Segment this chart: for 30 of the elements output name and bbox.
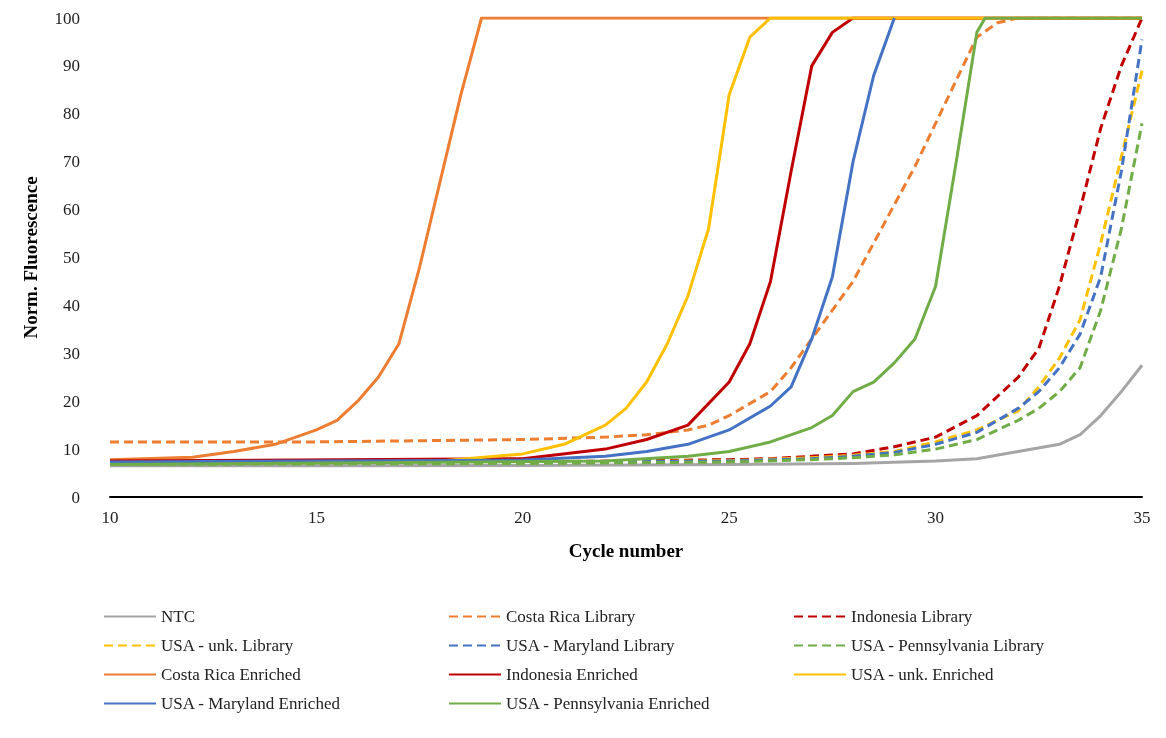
legend-label: USA - Maryland Library (506, 636, 676, 655)
y-tick-label: 60 (63, 200, 80, 220)
legend-label: Costa Rica Library (506, 607, 636, 626)
x-tick-label: 25 (720, 508, 738, 527)
x-tick-label: 10 (101, 508, 119, 527)
x-tick-label: 35 (1133, 508, 1151, 527)
x-tick-label: 15 (307, 508, 325, 527)
y-tick-label: 0 (71, 487, 80, 507)
y-tick-label: 40 (63, 295, 80, 315)
y-tick-label: 50 (63, 248, 80, 267)
y-tick-label: 10 (63, 439, 80, 459)
y-tick-label: 100 (54, 8, 80, 28)
y-tick-label: 70 (63, 152, 80, 172)
legend-label: USA - Maryland Enriched (161, 694, 341, 713)
y-tick-label: 90 (63, 56, 80, 76)
x-tick-label: 30 (927, 508, 945, 527)
legend-label: USA - unk. Enriched (851, 665, 995, 684)
y-tick-label: 80 (63, 104, 80, 124)
y-tick-label: 20 (63, 391, 80, 411)
legend-label: USA - Pennsylvania Library (851, 636, 1045, 655)
y-tick-label: 30 (63, 343, 80, 363)
legend-label: NTC (161, 607, 195, 626)
x-tick-label: 20 (514, 508, 532, 527)
y-axis-title: Norm. Fluorescence (20, 176, 41, 339)
x-axis-title: Cycle number (568, 540, 684, 561)
legend-label: Costa Rica Enriched (161, 665, 302, 684)
legend-label: Indonesia Library (851, 607, 973, 626)
legend-label: USA - Pennsylvania Enriched (506, 694, 710, 713)
legend-label: Indonesia Enriched (506, 665, 639, 684)
legend-label: USA - unk. Library (161, 636, 294, 655)
